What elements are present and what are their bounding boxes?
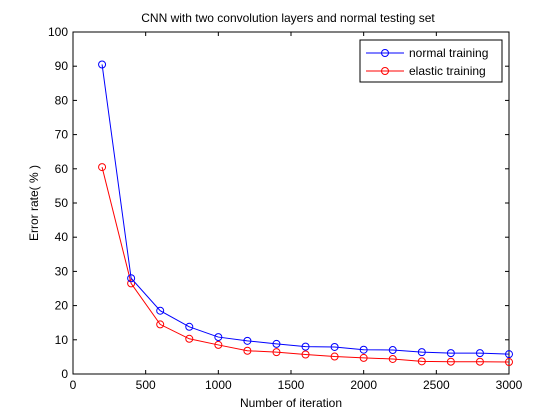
y-tick-label: 40 — [55, 230, 69, 244]
normal-training-line — [101, 64, 510, 355]
y-axis-ticks: 0 10 20 30 40 50 60 70 80 90 100 — [48, 25, 509, 381]
x-tick-label: 0 — [70, 378, 77, 392]
elastic-training-point — [185, 334, 194, 343]
x-tick-label: 3000 — [496, 378, 523, 392]
y-tick-label: 20 — [55, 299, 69, 313]
y-tick-label: 0 — [61, 367, 68, 381]
legend-normal-training-label: normal training — [409, 46, 488, 60]
elastic-training-point — [330, 352, 339, 361]
y-tick-label: 80 — [55, 93, 69, 107]
elastic-training-point — [156, 320, 165, 329]
normal-training-point — [214, 333, 223, 342]
normal-training-point — [388, 346, 397, 355]
normal-training-point — [330, 342, 339, 351]
chart-title: CNN with two convolution layers and norm… — [141, 11, 435, 25]
legend-normal-training-marker — [381, 49, 389, 57]
normal-training-point — [359, 345, 368, 354]
y-tick-label: 100 — [48, 25, 68, 39]
normal-training-point — [446, 349, 455, 358]
y-tick-label: 50 — [55, 196, 69, 210]
legend-entries: normal training elastic training — [366, 46, 488, 78]
elastic-training-point — [417, 357, 426, 366]
elastic-training-point — [388, 354, 397, 363]
normal-training-point — [505, 350, 513, 359]
normal-training-point — [272, 339, 281, 348]
normal-training-point — [185, 322, 194, 331]
y-tick-label: 10 — [55, 333, 69, 347]
y-tick-label: 90 — [55, 59, 69, 73]
elastic-training-point — [446, 357, 455, 366]
normal-training-point — [243, 336, 252, 345]
normal-training-point — [417, 348, 426, 357]
normal-training-point — [127, 274, 136, 283]
x-tick-label: 2000 — [350, 378, 377, 392]
x-tick-label: 500 — [136, 378, 156, 392]
normal-training-point — [98, 60, 107, 69]
normal-training-point — [156, 306, 165, 315]
legend-elastic-training-marker — [381, 67, 389, 75]
elastic-training-point — [214, 340, 223, 349]
legend-box — [359, 39, 503, 83]
y-tick-label: 70 — [55, 128, 69, 142]
legend: normal training elastic training — [359, 39, 503, 83]
elastic-training-point — [272, 348, 281, 357]
x-tick-label: 1500 — [278, 378, 305, 392]
series-layer — [98, 60, 513, 367]
x-axis-label: Number of iteration — [240, 396, 342, 410]
x-tick-label: 1000 — [205, 378, 232, 392]
x-axis-ticks: 0 500 1000 1500 2000 2500 3000 — [70, 32, 523, 392]
normal-training-point — [301, 342, 310, 351]
y-tick-label: 60 — [55, 162, 69, 176]
plot-area: 0 500 1000 1500 2000 2500 3000 0 10 20 30 40 50 60 70… — [48, 25, 523, 392]
elastic-training-point — [475, 357, 484, 366]
elastic-training-point — [301, 350, 310, 359]
elastic-training-line — [101, 166, 510, 363]
axes-frame — [72, 31, 510, 375]
legend-elastic-training-label: elastic training — [409, 64, 486, 78]
y-axis-label: Error rate( % ) — [27, 165, 41, 241]
x-tick-label: 2500 — [423, 378, 450, 392]
elastic-training-point — [243, 346, 252, 355]
elastic-training-point — [98, 163, 107, 172]
elastic-training-point — [505, 358, 513, 367]
elastic-training-point — [359, 353, 368, 362]
y-tick-label: 30 — [55, 264, 69, 278]
normal-training-point — [475, 349, 484, 358]
elastic-training-point — [127, 279, 136, 288]
